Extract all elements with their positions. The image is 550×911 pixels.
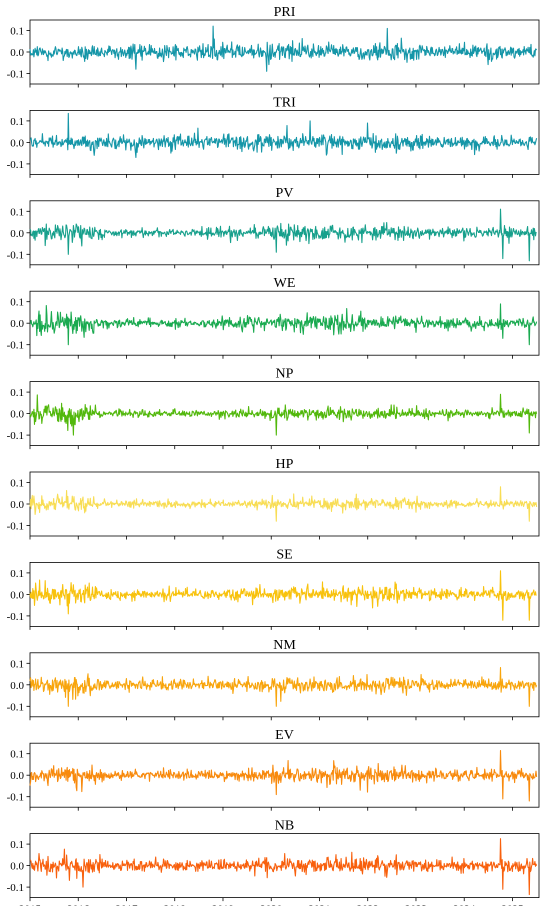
y-tick-label: 0.1 — [10, 297, 24, 309]
y-tick-label: 0.0 — [10, 861, 24, 873]
y-tick-label: 0.1 — [10, 26, 24, 38]
y-tick-label: 0.0 — [10, 680, 24, 692]
y-tick-label: -0.1 — [7, 340, 24, 352]
y-tick-label: -0.1 — [7, 430, 24, 442]
panel-np: NP 0.1 0.0 -0.1 — [7, 367, 540, 450]
y-tick-label: -0.1 — [7, 159, 24, 171]
panel-pv: PV 0.1 0.0 -0.1 — [7, 186, 540, 269]
panel-title: PRI — [274, 5, 296, 20]
panel-title: NB — [275, 819, 294, 834]
y-tick-label: -0.1 — [7, 69, 24, 81]
series-line-pv — [29, 208, 537, 262]
panel-nm: NM 0.1 0.0 -0.1 — [7, 638, 540, 721]
panel-frame — [29, 200, 540, 266]
panel-title: WE — [274, 276, 296, 291]
panel-title: NP — [276, 367, 294, 382]
y-tick-label: 0.0 — [10, 409, 24, 421]
panel-ev: EV 0.1 0.0 -0.1 — [7, 728, 540, 811]
y-tick-label: -0.1 — [7, 701, 24, 713]
y-tick-label: -0.1 — [7, 792, 24, 804]
panel-title: PV — [276, 186, 294, 201]
y-tick-label: 0.0 — [10, 47, 24, 59]
panel-title: SE — [276, 547, 292, 562]
panel-title: EV — [275, 728, 294, 743]
series-line-se — [29, 570, 537, 621]
y-tick-label: -0.1 — [7, 521, 24, 533]
y-tick-label: -0.1 — [7, 882, 24, 894]
series-line-hp — [29, 486, 538, 522]
y-tick-label: 0.0 — [10, 499, 24, 511]
y-tick-label: 0.0 — [10, 589, 24, 601]
panel-nb: NB 0.1 0.0 -0.1 — [7, 819, 540, 902]
panel-se: SE 0.1 0.0 -0.1 — [7, 547, 540, 630]
y-tick-label: 0.1 — [10, 658, 24, 670]
y-tick-label: -0.1 — [7, 611, 24, 623]
y-tick-label: 0.0 — [10, 318, 24, 330]
series-line-ev — [29, 749, 538, 802]
y-tick-label: 0.1 — [10, 568, 24, 580]
y-tick-label: 0.0 — [10, 770, 24, 782]
panel-hp: HP 0.1 0.0 -0.1 — [7, 457, 540, 540]
series-line-np — [29, 393, 538, 436]
series-line-we — [29, 303, 538, 346]
panel-we: WE 0.1 0.0 -0.1 — [7, 276, 540, 359]
series-line-pri — [29, 25, 538, 72]
y-tick-label: 0.0 — [10, 137, 24, 149]
panel-tri: TRI 0.1 0.0 -0.1 — [7, 95, 540, 178]
y-tick-label: 0.1 — [10, 478, 24, 490]
panel-title: NM — [273, 638, 296, 653]
y-tick-label: 0.1 — [10, 387, 24, 399]
y-tick-label: 0.1 — [10, 116, 24, 128]
y-tick-label: 0.1 — [10, 749, 24, 761]
series-line-nm — [29, 667, 538, 707]
y-tick-label: 0.1 — [10, 839, 24, 851]
series-line-nb — [29, 838, 538, 896]
y-tick-label: 0.0 — [10, 228, 24, 240]
panel-title: HP — [276, 457, 294, 472]
panel-pri: PRI 0.1 0.0 -0.1 — [7, 5, 540, 88]
y-tick-label: -0.1 — [7, 249, 24, 261]
panel-title: TRI — [273, 95, 296, 110]
y-tick-label: 0.1 — [10, 206, 24, 218]
series-line-tri — [29, 112, 538, 159]
